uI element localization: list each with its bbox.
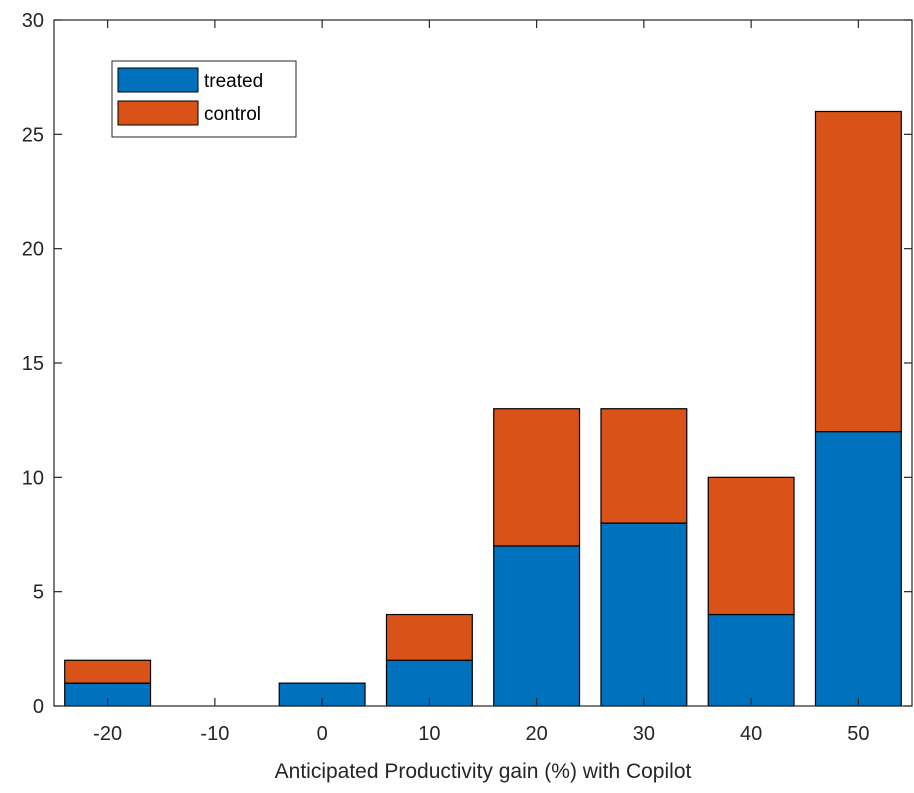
y-tick-label: 0	[33, 696, 44, 718]
x-tick-label: 40	[740, 723, 762, 745]
x-tick-label: 30	[633, 723, 655, 745]
x-tick-label: 50	[847, 723, 869, 745]
bar-control-20	[493, 408, 581, 547]
legend-swatch-control	[117, 100, 199, 126]
bar-control-50	[814, 110, 902, 433]
legend-label-treated: treated	[204, 71, 263, 92]
y-tick-label: 30	[22, 10, 44, 32]
legend-label-control: control	[204, 104, 261, 125]
x-tick-label: -20	[93, 723, 122, 745]
x-tick-label: 20	[526, 723, 548, 745]
legend-swatch-treated	[117, 67, 199, 93]
bar-treated-40	[707, 613, 795, 707]
y-tick-label: 25	[22, 124, 44, 146]
bar-control-10	[385, 613, 473, 661]
x-tick-label: -10	[200, 723, 229, 745]
bar-control-30	[600, 408, 688, 524]
y-tick-label: 5	[33, 582, 44, 604]
x-axis-label: Anticipated Productivity gain (%) with C…	[275, 760, 692, 783]
y-tick-label: 15	[22, 353, 44, 375]
x-tick-label: 0	[317, 723, 328, 745]
bar-treated-30	[600, 522, 688, 707]
bar-treated-20	[493, 545, 581, 707]
x-tick-label: 10	[418, 723, 440, 745]
bar-treated-50	[814, 431, 902, 707]
legend: treated control	[111, 60, 297, 138]
bar-control--20	[64, 659, 152, 684]
y-tick-label: 20	[22, 239, 44, 261]
y-tick-label: 10	[22, 467, 44, 489]
axes-layer: 0 5 10 15 20 25 30 -20 -10 0 10 20 30 40 50	[22, 10, 913, 745]
bar-control-40	[707, 476, 795, 616]
